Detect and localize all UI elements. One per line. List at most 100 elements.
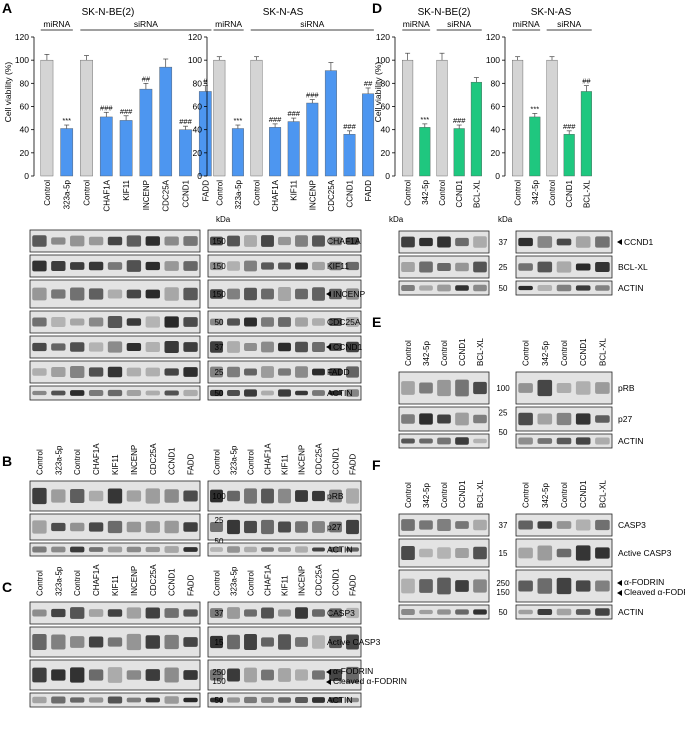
blot-band [437, 262, 451, 272]
blot-band [227, 261, 240, 271]
lane-label: CCND1 [168, 568, 177, 596]
bar [512, 59, 524, 177]
blot-band [70, 390, 85, 396]
blot-band [70, 697, 85, 703]
blot-band [575, 263, 591, 271]
lane-label: Control [73, 449, 82, 475]
arrowhead-icon [617, 590, 622, 596]
blot-band [419, 548, 433, 558]
blot-band [556, 437, 572, 445]
blot-band [278, 389, 291, 397]
blot-band [575, 545, 591, 561]
blot-band [183, 490, 198, 502]
blot-band [295, 262, 308, 270]
significance-mark: *** [530, 104, 539, 113]
y-axis-label: Cell viability (%) [3, 62, 13, 123]
protein-label: Active CASP3 [327, 637, 381, 647]
blot-band [278, 286, 291, 302]
y-tick-label: 120 [15, 32, 29, 42]
blot-band [183, 342, 198, 352]
lane-label: BCL-XL [598, 479, 607, 508]
y-tick-label: 60 [381, 102, 391, 112]
blot-band [329, 546, 342, 553]
y-tick-label: 20 [491, 148, 501, 158]
blot-strip [398, 538, 490, 568]
blot-strip [207, 626, 362, 658]
lane-label: 323a-5p [230, 566, 239, 596]
y-tick-label: 60 [491, 102, 501, 112]
blot-band [70, 318, 85, 326]
blot-strip [207, 692, 362, 708]
blot-band [70, 489, 85, 503]
blot-band [556, 261, 572, 273]
y-tick-label: 100 [486, 55, 500, 65]
blot-band [455, 437, 469, 445]
lane-label: 342-5p [541, 483, 550, 508]
protein-label: KIF11 [327, 261, 349, 271]
blot-strip [398, 513, 490, 537]
blot-band [278, 547, 291, 552]
blot-band [346, 607, 359, 619]
blot-band [210, 389, 223, 397]
blot-band [88, 389, 104, 397]
x-tick-label: Control [514, 180, 523, 206]
lane-label: CDC25A [149, 443, 158, 475]
blot-band [455, 609, 469, 615]
lane-label: Control [35, 570, 44, 596]
kda-marker: 25 [499, 408, 508, 417]
blot-band [244, 343, 257, 351]
blot-band [244, 667, 257, 683]
blot-band [126, 697, 142, 703]
bar [470, 81, 482, 177]
blot-band [164, 390, 179, 396]
panel-label-a: A [2, 0, 12, 16]
bar [231, 128, 244, 177]
blot-band [518, 237, 533, 247]
blot-band [51, 316, 66, 328]
blot-band [70, 607, 85, 619]
blot-band [455, 379, 469, 397]
blot-band [518, 437, 533, 445]
blot-band [537, 578, 553, 594]
blot-band [227, 697, 240, 703]
y-tick-label: 120 [486, 32, 500, 42]
blot-strip [29, 385, 201, 401]
blot-band [88, 261, 104, 271]
blot-band [164, 546, 179, 553]
protein-label: CCND1 [333, 342, 363, 352]
blot-band [312, 670, 325, 680]
bar [159, 66, 173, 177]
blot-strip [207, 385, 362, 401]
blot-band [295, 317, 308, 327]
blot-band [107, 366, 123, 378]
blot-band [278, 236, 291, 246]
blot-band [575, 519, 591, 531]
blot-band [145, 289, 160, 299]
blot-band [575, 580, 591, 592]
blot-band [537, 236, 553, 248]
lane-label: KIF11 [111, 454, 120, 475]
significance-mark: ### [120, 107, 133, 116]
blot-band [244, 696, 257, 704]
blot-band [227, 607, 240, 619]
blot-band [164, 368, 179, 376]
blot-band [88, 522, 104, 532]
blot-band [70, 522, 85, 532]
bar [40, 59, 54, 177]
blot-band [312, 697, 325, 703]
blot-band [126, 318, 142, 326]
blot-band [126, 289, 142, 299]
bar [419, 127, 431, 177]
blot-band [329, 343, 342, 351]
blot-band [145, 342, 160, 352]
blot-band [51, 546, 66, 553]
protein-label: CHAF1A [327, 236, 361, 246]
x-tick-label: Control [404, 180, 413, 206]
kda-marker: 100 [212, 492, 226, 501]
blot-band [329, 288, 342, 300]
significance-mark: ## [142, 74, 151, 83]
blot-band [227, 389, 240, 397]
blot-band [518, 263, 533, 271]
y-tick-label: 100 [188, 55, 202, 65]
blot-band [575, 381, 591, 395]
